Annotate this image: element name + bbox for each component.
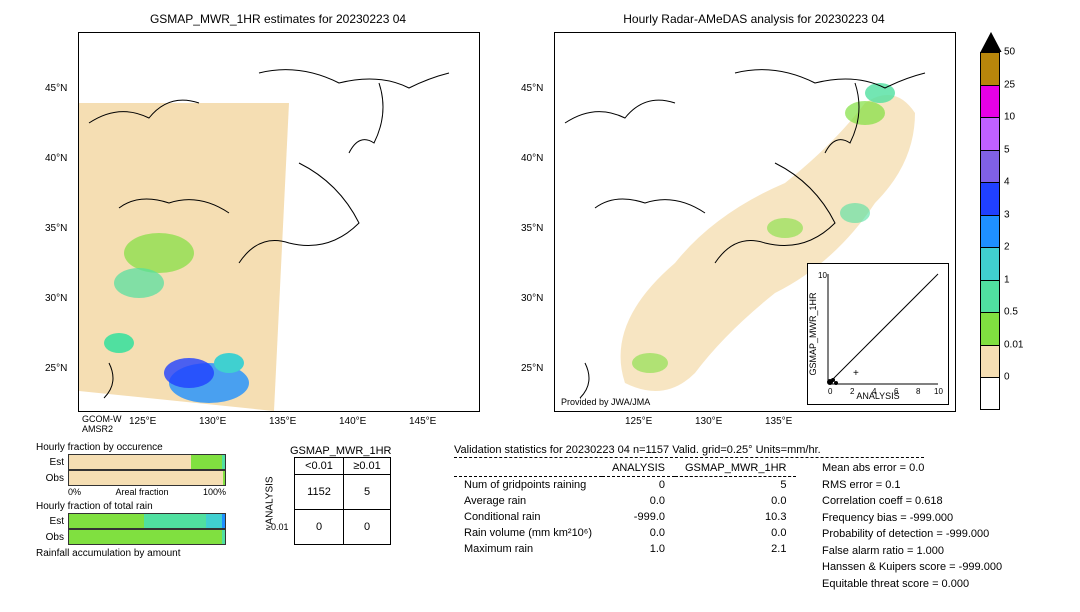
- scatter-plot: + ANALYSIS GSMAP_MWR_1HR 0 2 4 6 8 10 10: [807, 263, 949, 405]
- colorbar-tick: 3: [1004, 209, 1010, 220]
- lat-tick: 40°N: [521, 153, 543, 164]
- metric-line: Probability of detection = -999.000: [822, 526, 1002, 543]
- svg-text:+: +: [853, 368, 859, 379]
- right-map: 45°N 40°N 35°N 30°N 25°N 125°E 130°E 135…: [554, 32, 956, 412]
- lon-tick: 125°E: [625, 416, 652, 427]
- svg-text:6: 6: [894, 387, 899, 396]
- stats-row-cond: Conditional rain-999.010.3: [454, 509, 796, 525]
- colorbar-tick: 4: [1004, 177, 1010, 188]
- metric-line: Correlation coeff = 0.618: [822, 493, 1002, 510]
- sat-label-1: GCOM-W: [82, 414, 122, 424]
- bar-row-label: Est: [36, 516, 68, 527]
- metric-line: Equitable threat score = 0.000: [822, 576, 1002, 593]
- lon-tick: 130°E: [199, 416, 226, 427]
- colorbar-tick: 0: [1004, 372, 1010, 383]
- lat-tick: 25°N: [45, 363, 67, 374]
- axis-mid: Areal fraction: [115, 487, 168, 497]
- colorbar-tick: 5: [1004, 144, 1010, 155]
- colorbar-tick: 10: [1004, 112, 1015, 123]
- svg-text:2: 2: [850, 387, 855, 396]
- bars-title-1: Hourly fraction by occurence: [36, 442, 226, 453]
- lat-tick: 45°N: [45, 83, 67, 94]
- svg-text:10: 10: [934, 387, 943, 396]
- stats-header: Validation statistics for 20230223 04 n=…: [454, 444, 924, 458]
- metric-line: Frequency bias = -999.000: [822, 510, 1002, 527]
- left-map-svg: [79, 33, 479, 411]
- metric-line: Hanssen & Kuipers score = -999.000: [822, 559, 1002, 576]
- stats-col1: ANALYSIS: [602, 460, 675, 477]
- svg-text:4: 4: [872, 387, 877, 396]
- svg-text:0: 0: [828, 387, 833, 396]
- colorbar-tick: 0.5: [1004, 307, 1018, 318]
- matrix-r1c1: 1152: [295, 475, 343, 510]
- bars-title-3: Rainfall accumulation by amount: [36, 548, 226, 559]
- bar-charts: Hourly fraction by occurence Est Obs 0% A…: [36, 438, 226, 561]
- bar-row: Obs: [36, 471, 226, 485]
- matrix-col1: <0.01: [295, 458, 343, 475]
- lat-tick: 45°N: [521, 83, 543, 94]
- sat-label-2: AMSR2: [82, 424, 113, 434]
- bars-title-2: Hourly fraction of total rain: [36, 501, 226, 512]
- bar-row: Est: [36, 455, 226, 469]
- colorbar-tick: 50: [1004, 47, 1015, 58]
- axis-100: 100%: [203, 487, 226, 497]
- colorbar-tick: 2: [1004, 242, 1010, 253]
- matrix-col2: ≥0.01: [343, 458, 391, 475]
- metric-line: Mean abs error = 0.0: [822, 460, 1002, 477]
- svg-text:GSMAP_MWR_1HR: GSMAP_MWR_1HR: [808, 292, 818, 376]
- metric-line: RMS error = 0.1: [822, 477, 1002, 494]
- bar-row: Est: [36, 514, 226, 528]
- stats-row-max: Maximum rain1.02.1: [454, 541, 796, 557]
- bar-row-label: Obs: [36, 532, 68, 543]
- lat-tick: 30°N: [45, 293, 67, 304]
- matrix-r2c2: 0: [343, 510, 391, 545]
- lat-tick: 25°N: [521, 363, 543, 374]
- matrix-r2c1: 0: [295, 510, 343, 545]
- lat-tick: 35°N: [521, 223, 543, 234]
- stats-table: ANALYSISGSMAP_MWR_1HR Num of gridpoints …: [454, 460, 796, 557]
- stats-row-avg: Average rain0.00.0: [454, 493, 796, 509]
- metric-line: False alarm ratio = 1.000: [822, 543, 1002, 560]
- contingency: GSMAP_MWR_1HR <0.01≥0.01 11525 ≥0.0100 A…: [260, 445, 391, 457]
- colorbar-tick: 0.01: [1004, 339, 1023, 350]
- provided-label: Provided by JWA/JMA: [561, 397, 650, 407]
- lat-tick: 35°N: [45, 223, 67, 234]
- lon-tick: 145°E: [409, 416, 436, 427]
- colorbar-tick: 25: [1004, 79, 1015, 90]
- lon-tick: 135°E: [269, 416, 296, 427]
- bar-row-label: Est: [36, 457, 68, 468]
- right-map-title: Hourly Radar-AMeDAS analysis for 2023022…: [554, 12, 954, 26]
- svg-text:8: 8: [916, 387, 921, 396]
- colorbar-tick: 1: [1004, 274, 1010, 285]
- stats-row-vol: Rain volume (mm km²10⁶)0.00.0: [454, 525, 796, 541]
- lat-tick: 40°N: [45, 153, 67, 164]
- left-map-title: GSMAP_MWR_1HR estimates for 20230223 04: [78, 12, 478, 26]
- left-map: 45°N 40°N 35°N 30°N 25°N 125°E 130°E 135…: [78, 32, 480, 412]
- bar-row-label: Obs: [36, 473, 68, 484]
- axis-0: 0%: [68, 487, 81, 497]
- matrix-title: GSMAP_MWR_1HR: [290, 445, 391, 457]
- stats-row-num: Num of gridpoints raining05: [454, 477, 796, 494]
- matrix-rowaxis: ANALYSIS: [265, 476, 276, 524]
- lon-tick: 140°E: [339, 416, 366, 427]
- lon-tick: 135°E: [765, 416, 792, 427]
- stats-col2: GSMAP_MWR_1HR: [675, 460, 796, 477]
- bar-row: Obs: [36, 530, 226, 544]
- metrics-list: Mean abs error = 0.0RMS error = 0.1Corre…: [822, 460, 1002, 592]
- matrix-r1c2: 5: [343, 475, 391, 510]
- lat-tick: 30°N: [521, 293, 543, 304]
- colorbar: 502510543210.50.010: [980, 32, 1002, 410]
- svg-text:10: 10: [818, 271, 827, 280]
- lon-tick: 125°E: [129, 416, 156, 427]
- lon-tick: 130°E: [695, 416, 722, 427]
